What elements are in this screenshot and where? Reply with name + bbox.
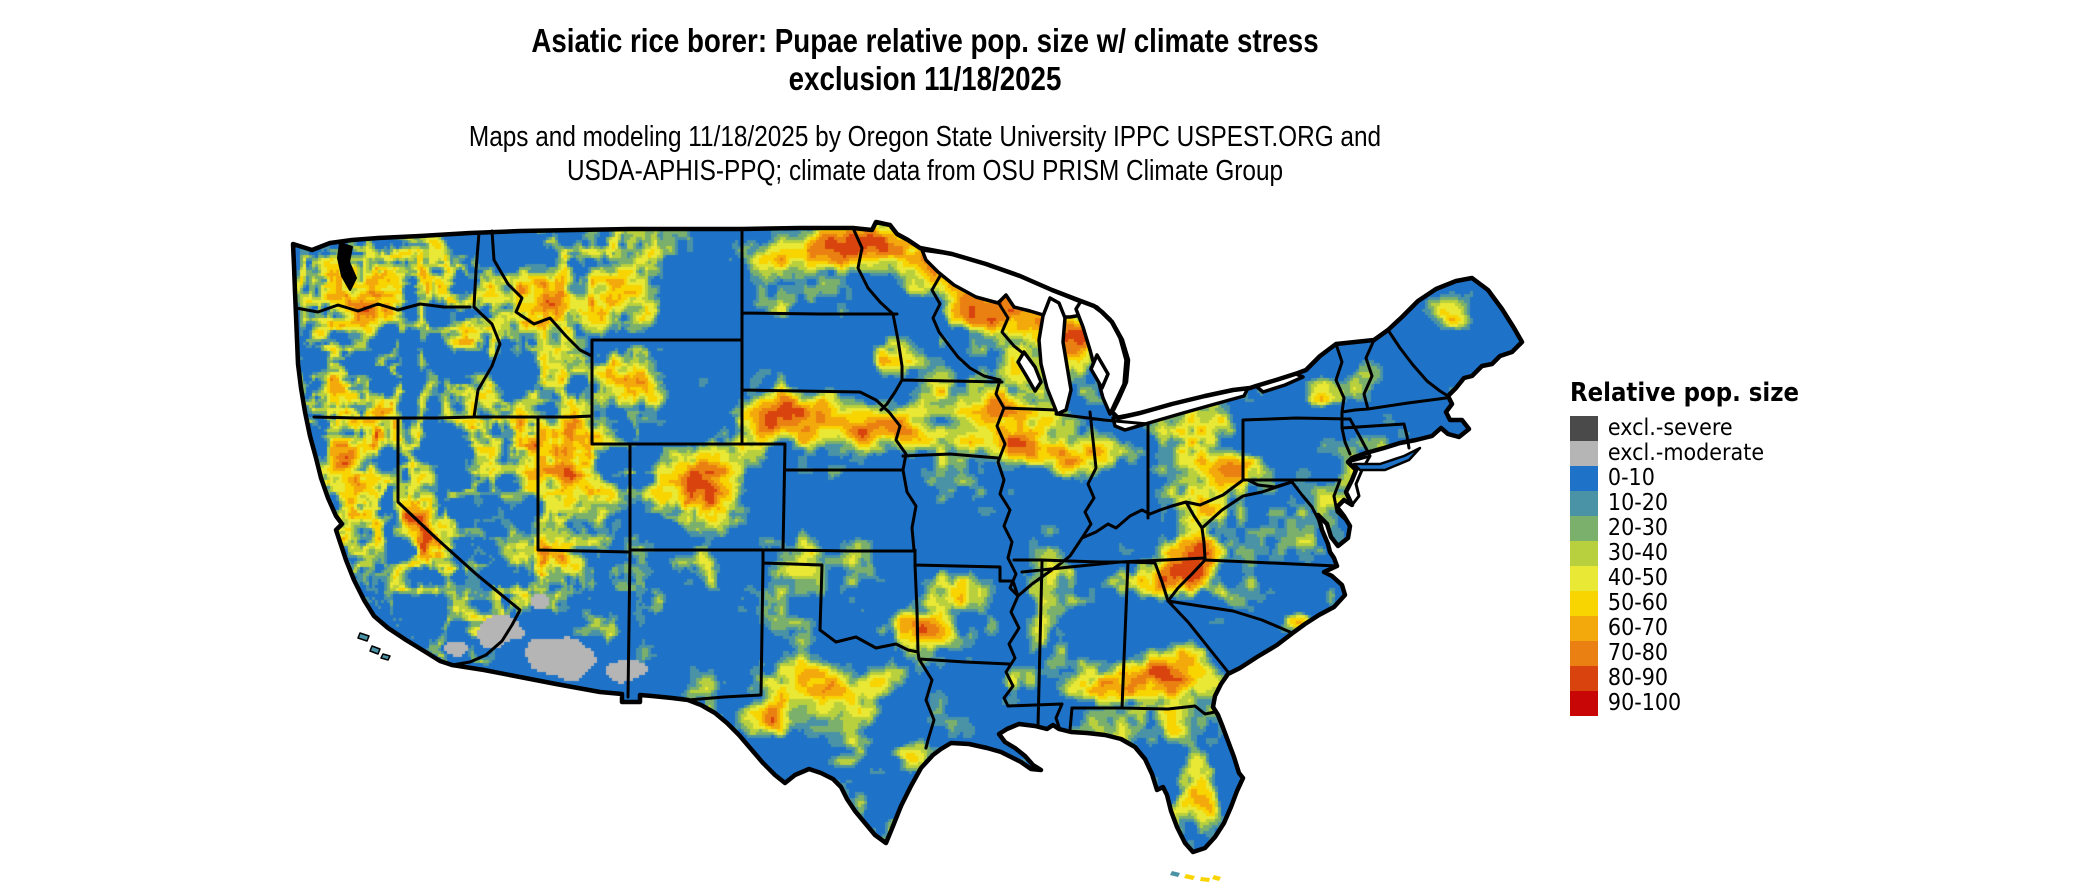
us-outline	[290, 219, 1525, 855]
legend-swatch	[1570, 641, 1598, 666]
legend-swatch	[1570, 541, 1598, 566]
legend-label: 90-100	[1607, 690, 1682, 716]
map-attribution: Maps and modeling 11/18/2025 by Oregon S…	[421, 120, 1429, 188]
legend-label: excl.-moderate	[1607, 440, 1765, 466]
page-title-line2: exclusion 11/18/2025	[788, 60, 1062, 97]
legend-label: 70-80	[1607, 640, 1669, 666]
legend-label: 0-10	[1607, 465, 1655, 491]
legend-swatch	[1570, 616, 1598, 641]
legend-label: 40-50	[1607, 565, 1669, 591]
legend-swatch	[1570, 516, 1598, 541]
legend-rows: excl.-severe excl.-moderate 0-10 10-20 20-30…	[1570, 416, 1900, 716]
legend-label: 80-90	[1607, 665, 1669, 691]
puget-sound	[337, 242, 357, 291]
subtitle-line2: USDA-APHIS-PPQ; climate data from OSU PR…	[566, 155, 1284, 187]
legend-row: 70-80	[1570, 641, 1900, 666]
legend-row: 50-60	[1570, 591, 1900, 616]
legend-swatch	[1570, 566, 1598, 591]
legend-swatch	[1570, 691, 1598, 716]
legend-row: excl.-moderate	[1570, 441, 1900, 466]
legend-swatch	[1570, 441, 1598, 466]
legend-row: 90-100	[1570, 691, 1900, 716]
state-boundaries	[294, 226, 1450, 750]
channel-islands	[357, 632, 391, 661]
legend-swatch	[1570, 466, 1598, 491]
legend-label: 30-40	[1607, 540, 1669, 566]
legend-label: 20-30	[1607, 515, 1669, 541]
great-lake	[1037, 296, 1073, 416]
florida-keys	[1170, 871, 1180, 877]
legend: Relative pop. size excl.-severe excl.-mod…	[1570, 378, 1900, 716]
legend-swatch	[1570, 416, 1598, 441]
legend-label: 60-70	[1607, 615, 1669, 641]
legend-row: 80-90	[1570, 666, 1900, 691]
legend-row: 40-50	[1570, 566, 1900, 591]
legend-row: 10-20	[1570, 491, 1900, 516]
map-header: Asiatic rice borer: Pupae relative pop. …	[421, 22, 1429, 188]
page-title-line1: Asiatic rice borer: Pupae relative pop. …	[531, 22, 1319, 59]
legend-label: excl.-severe	[1607, 415, 1733, 441]
long-island	[1352, 446, 1422, 472]
legend-row: 60-70	[1570, 616, 1900, 641]
subtitle-line1: Maps and modeling 11/18/2025 by Oregon S…	[468, 121, 1382, 153]
great-lake	[920, 248, 1102, 319]
legend-row: excl.-severe	[1570, 416, 1900, 441]
legend-swatch	[1570, 491, 1598, 516]
florida-keys	[1184, 874, 1221, 882]
legend-row: 0-10	[1570, 466, 1900, 491]
legend-title: Relative pop. size	[1570, 378, 1800, 408]
legend-label: 50-60	[1607, 590, 1669, 616]
legend-label: 10-20	[1607, 490, 1669, 516]
legend-row: 30-40	[1570, 541, 1900, 566]
great-lake	[1016, 350, 1043, 393]
legend-swatch	[1570, 666, 1598, 691]
legend-row: 20-30	[1570, 516, 1900, 541]
legend-swatch	[1570, 591, 1598, 616]
great-lake	[1089, 353, 1110, 390]
